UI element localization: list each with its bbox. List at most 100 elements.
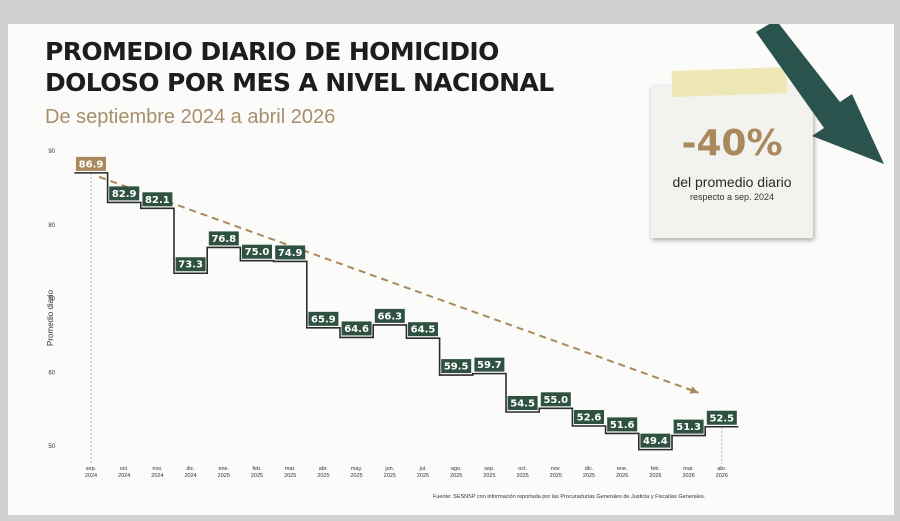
sticky-note: -40% del promedio diario respecto a sep.… <box>651 86 813 238</box>
x-tick-month: ago. <box>451 466 462 472</box>
data-label: 51.3 <box>676 422 701 433</box>
x-tick-month: feb. <box>252 466 262 472</box>
data-label-box <box>308 311 339 326</box>
x-tick-month: jul. <box>418 466 427 472</box>
x-tick-month: feb. <box>651 466 661 472</box>
x-tick-year: 2025 <box>583 473 595 479</box>
data-label: 75.0 <box>245 247 270 258</box>
data-label: 76.8 <box>211 234 236 245</box>
data-label-box <box>408 322 438 337</box>
chart-title: PROMEDIO DIARIO DE HOMICIDIO DOLOSO POR … <box>45 36 554 98</box>
data-label: 64.5 <box>411 325 436 336</box>
data-label: 73.3 <box>178 260 203 271</box>
x-tick-month: dic. <box>585 466 594 472</box>
data-label-box <box>706 410 737 425</box>
x-tick-year: 2025 <box>550 473 562 479</box>
note-percent: -40% <box>681 123 783 164</box>
x-tick-year: 2026 <box>682 473 694 479</box>
data-label-box <box>175 257 206 272</box>
data-label-box <box>341 321 372 336</box>
y-tick-label: 90 <box>48 149 55 155</box>
x-tick-month: jun. <box>384 466 394 472</box>
x-tick-year: 2026 <box>616 473 628 479</box>
x-tick-year: 2025 <box>218 473 230 479</box>
data-label-box <box>474 357 505 372</box>
data-label: 54.5 <box>510 398 535 409</box>
note-subcaption: respecto a sep. 2024 <box>689 192 775 202</box>
x-tick-year: 2024 <box>85 473 97 479</box>
x-tick-year: 2025 <box>251 473 263 479</box>
down-arrow-icon <box>756 24 884 164</box>
x-tick-year: 2025 <box>384 473 396 479</box>
y-tick-label: 80 <box>48 223 55 229</box>
x-tick-month: dic. <box>186 466 195 472</box>
data-label: 65.9 <box>311 314 336 325</box>
x-tick-year: 2026 <box>649 473 661 479</box>
series-step-line <box>74 172 739 451</box>
source-note: Fuente: SESNSP con información reportada… <box>433 494 706 500</box>
x-tick-year: 2024 <box>184 473 196 479</box>
data-label-box <box>208 231 239 246</box>
data-label-box <box>142 192 173 207</box>
chart-subtitle: De septiembre 2024 a abril 2026 <box>45 106 336 128</box>
x-tick-year: 2026 <box>716 473 728 479</box>
data-label-box <box>673 419 704 434</box>
data-label-box <box>76 156 106 171</box>
data-label-box <box>275 245 306 260</box>
data-label: 49.4 <box>643 436 668 447</box>
data-label: 66.3 <box>377 311 402 322</box>
x-tick-month: nov. <box>152 466 162 472</box>
note-caption: del promedio diario <box>672 174 792 190</box>
x-tick-year: 2025 <box>350 473 362 479</box>
data-label-box <box>109 186 140 201</box>
data-label: 82.9 <box>112 189 137 200</box>
x-tick-year: 2024 <box>151 473 163 479</box>
data-label: 59.5 <box>444 362 469 373</box>
trend-line <box>98 175 699 394</box>
x-tick-year: 2025 <box>317 473 329 479</box>
data-label: 74.9 <box>278 248 303 259</box>
x-tick-month: may. <box>351 466 363 472</box>
data-label: 52.6 <box>577 413 602 424</box>
x-tick-month: mar. <box>285 466 296 472</box>
step-chart: 50 60 70 80 90 86.9 82.9 82.1 73.3 76.8 75.0 74.9 65… <box>48 149 739 479</box>
x-tick-month: abr. <box>319 466 329 472</box>
x-tick-year: 2025 <box>483 473 495 479</box>
x-tick-year: 2025 <box>450 473 462 479</box>
data-label: 82.1 <box>145 195 170 206</box>
data-label-box <box>374 308 405 323</box>
x-tick-month: sep. <box>86 466 97 472</box>
x-tick-month: nov. <box>551 466 561 472</box>
data-label: 64.6 <box>344 324 369 335</box>
data-label: 51.6 <box>610 420 635 431</box>
x-tick-month: ene. <box>218 466 229 472</box>
trend-arrowhead <box>689 386 699 394</box>
slide: PROMEDIO DIARIO DE HOMICIDIO DOLOSO POR … <box>8 24 894 515</box>
x-tick-month: mar. <box>683 466 694 472</box>
data-label: 86.9 <box>79 159 104 170</box>
y-axis-label: Promedio diario <box>46 289 55 346</box>
chart-title-line-2: DOLOSO POR MES A NIVEL NACIONAL <box>45 68 554 97</box>
x-tick-month: oct. <box>518 466 527 472</box>
data-label-box <box>574 410 604 425</box>
x-tick-year: 2025 <box>284 473 296 479</box>
x-tick-month: ene. <box>617 466 628 472</box>
data-label-box <box>507 395 538 410</box>
x-tick-year: 2025 <box>516 473 528 479</box>
data-label: 52.5 <box>709 413 734 424</box>
data-label-box <box>607 417 638 432</box>
data-label-box <box>441 359 472 374</box>
chart-title-line-1: PROMEDIO DIARIO DE HOMICIDIO <box>45 37 499 66</box>
x-tick-year: 2025 <box>417 473 429 479</box>
y-tick-label: 60 <box>48 370 55 376</box>
data-label-box <box>640 433 671 448</box>
data-label: 59.7 <box>477 360 502 371</box>
y-tick-label: 50 <box>48 444 55 450</box>
x-tick-month: oct. <box>120 466 129 472</box>
y-tick-label: 70 <box>48 297 55 303</box>
data-label: 55.0 <box>543 395 568 406</box>
data-label-box <box>242 244 272 259</box>
data-label-box <box>540 392 571 407</box>
x-tick-month: abr. <box>717 466 727 472</box>
x-tick-year: 2024 <box>118 473 130 479</box>
